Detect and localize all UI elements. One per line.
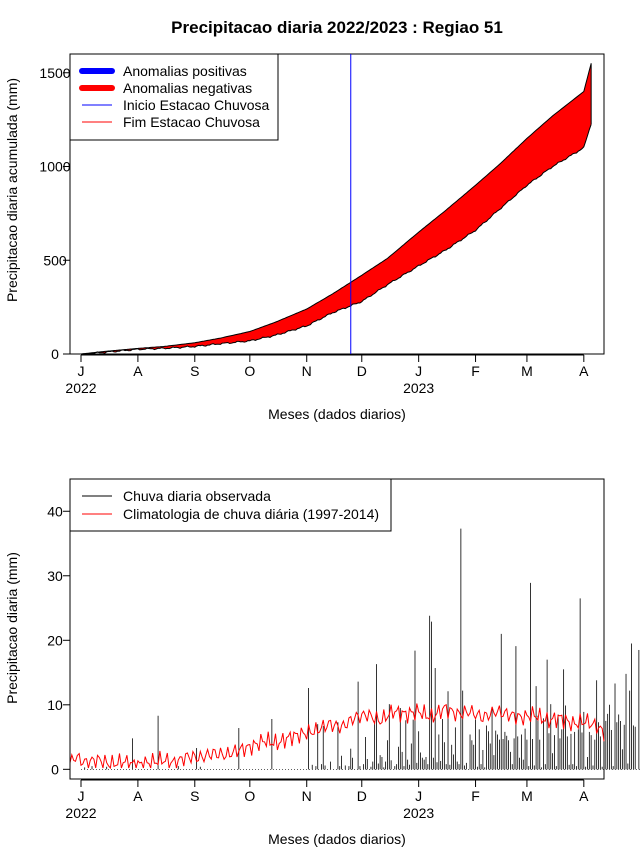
top-y-axis-label: Precipitacao diaria acumulada (mm) xyxy=(4,78,20,302)
observed-cumulative-line xyxy=(80,124,592,355)
bottom-year-label: 2023 xyxy=(403,805,434,821)
top-legend: Anomalias positivas Anomalias negativas … xyxy=(69,53,279,141)
top-y-tick-label: 500 xyxy=(43,252,67,268)
negative-anomaly-fill xyxy=(81,63,592,355)
top-x-tick-label: N xyxy=(302,363,312,379)
climatology-line xyxy=(69,703,605,770)
top-x-axis-label: Meses (dados diarios) xyxy=(268,406,406,422)
top-legend-box xyxy=(69,53,279,141)
bottom-x-tick-label: A xyxy=(133,788,143,804)
legend-label-climatology: Climatologia de chuva diária (1997-2014) xyxy=(123,506,379,522)
bottom-y-tick-label: 40 xyxy=(47,503,63,519)
top-x-tick-label: O xyxy=(244,363,255,379)
top-x-tick-label: M xyxy=(521,363,533,379)
bottom-x-tick-label: J xyxy=(415,788,422,804)
bottom-x-tick-label: D xyxy=(357,788,367,804)
bottom-x-tick-label: F xyxy=(471,788,480,804)
top-x-tick-label: A xyxy=(579,363,589,379)
bottom-x-axis: J A S O N D J F M A 2022 2023 xyxy=(65,779,589,821)
bottom-x-tick-label: M xyxy=(521,788,533,804)
bottom-legend-box xyxy=(69,478,392,532)
top-chart-title: Precipitacao diaria 2022/2023 : Regiao 5… xyxy=(171,18,503,37)
top-x-tick-label: J xyxy=(78,363,85,379)
bottom-y-axis-label: Precipitacao diaria (mm) xyxy=(4,552,20,704)
top-year-label: 2022 xyxy=(65,380,96,396)
top-y-tick-label: 1500 xyxy=(39,65,70,81)
top-x-tick-label: J xyxy=(415,363,422,379)
top-x-tick-label: A xyxy=(133,363,143,379)
bottom-x-tick-label: J xyxy=(78,788,85,804)
legend-label-season-end: Fim Estacao Chuvosa xyxy=(123,114,260,130)
bottom-x-tick-label: A xyxy=(579,788,589,804)
top-x-tick-label: S xyxy=(190,363,199,379)
bottom-x-tick-label: N xyxy=(302,788,312,804)
legend-label-observed: Chuva diaria observada xyxy=(123,488,271,504)
bottom-y-tick-label: 30 xyxy=(47,568,63,584)
top-y-tick-label: 1000 xyxy=(39,159,70,175)
bottom-legend: Chuva diaria observada Climatologia de c… xyxy=(69,478,392,532)
legend-label-positive: Anomalias positivas xyxy=(123,63,247,79)
top-x-axis: J A S O N D J F M A 2022 2023 xyxy=(65,354,589,396)
top-x-tick-label: D xyxy=(357,363,367,379)
bottom-x-tick-label: O xyxy=(244,788,255,804)
top-anomaly-area xyxy=(80,63,592,355)
bottom-year-label: 2022 xyxy=(65,805,96,821)
bottom-x-tick-label: S xyxy=(190,788,199,804)
top-x-tick-label: F xyxy=(471,363,480,379)
bottom-x-axis-label: Meses (dados diarios) xyxy=(268,831,406,847)
bottom-y-tick-label: 10 xyxy=(47,697,63,713)
bottom-y-tick-label: 20 xyxy=(47,632,63,648)
top-chart: Precipitacao diaria 2022/2023 : Regiao 5… xyxy=(4,18,605,422)
observed-rain-bars xyxy=(80,528,640,770)
top-year-label: 2023 xyxy=(403,380,434,396)
bottom-chart: 0 10 20 30 40 J A S O N D J F M A 2022 2023 Meses (dado… xyxy=(4,478,640,847)
top-y-axis: 0 500 1000 1500 xyxy=(39,65,70,362)
climatology-cumulative-line xyxy=(80,63,592,355)
bottom-y-axis: 0 10 20 30 40 xyxy=(47,503,71,777)
top-y-tick-label: 0 xyxy=(51,346,59,362)
legend-label-negative: Anomalias negativas xyxy=(123,80,252,96)
legend-label-season-start: Inicio Estacao Chuvosa xyxy=(123,97,270,113)
bottom-y-tick-label: 0 xyxy=(51,761,59,777)
